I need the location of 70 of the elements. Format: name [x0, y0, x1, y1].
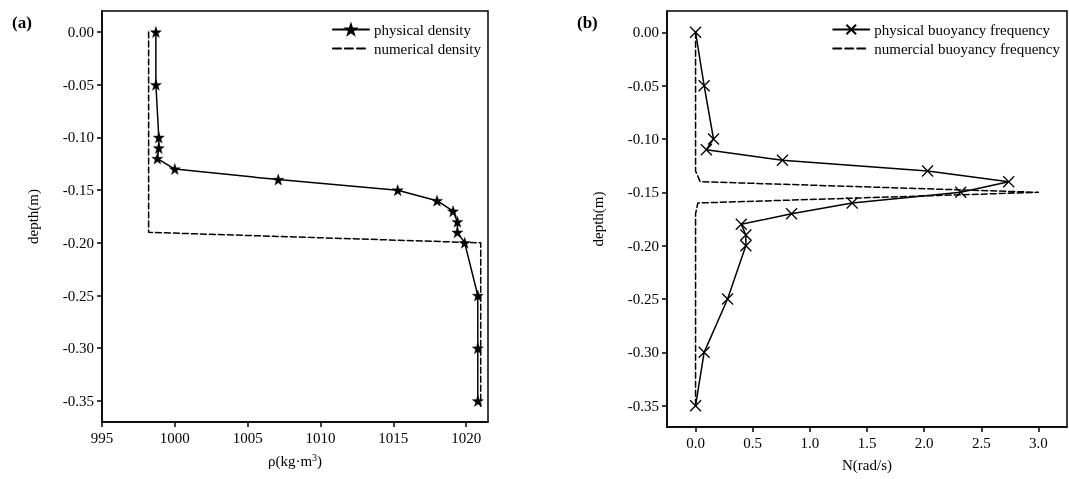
- point: [151, 152, 164, 165]
- y-tick-label: -0.10: [62, 129, 94, 146]
- x-axis-title: N(rad/s): [842, 456, 892, 474]
- point: [451, 226, 464, 239]
- point: [391, 184, 404, 196]
- point: [707, 132, 720, 146]
- y-tick-label: -0.15: [62, 182, 94, 199]
- point: [169, 163, 181, 175]
- x-tick-label: 0.0: [686, 434, 705, 451]
- x-tick-label: 1.5: [857, 434, 877, 451]
- point: [739, 228, 753, 242]
- point: [472, 395, 484, 407]
- x-tick-label: 1015: [378, 429, 409, 446]
- point: [700, 143, 713, 156]
- point: [472, 289, 484, 302]
- y-tick-label: 0.00: [632, 24, 659, 41]
- x-tick-label: 2.0: [914, 434, 934, 451]
- point: [739, 239, 753, 252]
- point: [150, 26, 162, 38]
- x-tick-label: 1000: [159, 429, 190, 446]
- y-axis-title: depth(m): [24, 189, 42, 244]
- legend-label: physical density: [373, 21, 472, 38]
- point: [472, 342, 484, 354]
- x-tick-label: 1.0: [800, 434, 820, 451]
- point: [272, 173, 284, 186]
- point: [697, 346, 711, 359]
- y-tick-label: -0.05: [627, 77, 659, 94]
- x-tick-label: 1010: [305, 429, 336, 446]
- y-tick-label: -0.35: [627, 397, 659, 414]
- y-tick-label: -0.20: [62, 234, 94, 251]
- point: [689, 399, 702, 412]
- point: [954, 186, 967, 199]
- x-tick-label: 995: [90, 429, 114, 446]
- y-tick-label: -0.35: [62, 392, 94, 409]
- y-tick-label: -0.30: [627, 344, 659, 361]
- point: [921, 164, 934, 178]
- y-tick-label: 0.00: [67, 24, 94, 41]
- y-tick-label: -0.30: [62, 340, 94, 357]
- y-axis-title: depth(m): [589, 191, 607, 247]
- point: [689, 26, 702, 39]
- point: [776, 154, 789, 167]
- point: [153, 142, 165, 154]
- x-tick-label: 0.5: [743, 434, 763, 451]
- point: [845, 196, 859, 210]
- y-tick-label: -0.10: [627, 131, 659, 147]
- y-tick-label: -0.25: [62, 287, 94, 304]
- point: [721, 292, 734, 306]
- point: [150, 79, 162, 91]
- y-tick-label: -0.15: [627, 184, 659, 201]
- text: (a): [12, 13, 32, 32]
- point: [447, 205, 459, 217]
- point: [431, 194, 443, 207]
- point: [458, 237, 471, 249]
- point: [697, 79, 711, 92]
- x-tick-label: 2.5: [971, 434, 991, 451]
- point: [785, 207, 798, 220]
- y-tick-label: -0.25: [627, 291, 659, 307]
- y-tick-label: -0.05: [62, 76, 94, 93]
- legend-label: numerical density: [373, 40, 482, 57]
- text: (b): [577, 13, 598, 32]
- point: [451, 216, 464, 228]
- x-tick-label: 1005: [232, 429, 263, 446]
- point: [1002, 175, 1015, 188]
- point: [153, 131, 165, 144]
- legend-label: numercial buoyancy frequency: [874, 40, 1061, 57]
- legend-label: physical buoyancy frequency: [874, 21, 1051, 38]
- point: [735, 218, 748, 231]
- x-tick-label: 3.0: [1029, 434, 1048, 451]
- y-tick-label: -0.20: [627, 237, 659, 254]
- x-tick-label: 1020: [451, 429, 482, 446]
